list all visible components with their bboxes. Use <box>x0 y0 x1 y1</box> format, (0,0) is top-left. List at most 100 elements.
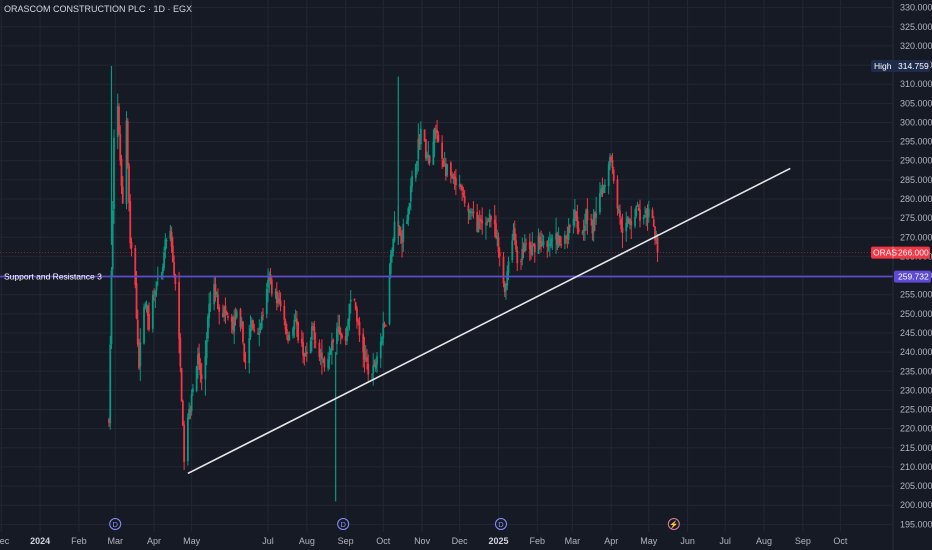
candle-body <box>364 357 367 360</box>
candle-body <box>214 283 217 296</box>
candle-body <box>460 185 462 188</box>
candle-body <box>634 216 636 226</box>
candle-body <box>477 220 480 233</box>
candle-body <box>461 186 464 191</box>
candle-body <box>409 186 412 202</box>
candle-body <box>250 320 253 328</box>
candle-body <box>383 323 386 325</box>
candle-body <box>196 354 199 365</box>
candle-body <box>146 305 149 316</box>
candle-body <box>566 234 569 239</box>
candle-body <box>240 321 243 326</box>
candle-body <box>437 134 440 142</box>
candle-body <box>242 321 244 343</box>
candle-body <box>320 352 323 359</box>
candle-body <box>607 164 610 186</box>
candle-body <box>647 208 650 217</box>
y-tick-label: 275.000 <box>900 213 932 223</box>
candle-body <box>595 213 598 218</box>
candle-body <box>302 342 304 356</box>
candle-body <box>626 218 629 223</box>
candle-body <box>188 408 191 419</box>
candle-body <box>612 169 615 181</box>
candle-body <box>576 216 579 229</box>
candle-body <box>217 294 219 309</box>
candle-body <box>119 133 122 161</box>
candle-body <box>449 162 452 176</box>
x-tick-label: Feb <box>530 536 546 546</box>
candle-body <box>144 306 147 308</box>
trendline[interactable] <box>187 167 791 475</box>
candle-body <box>629 219 631 225</box>
candle-body <box>515 239 517 250</box>
x-tick-label: Nov <box>414 536 431 546</box>
event-marker[interactable] <box>667 518 680 530</box>
candle-body <box>388 275 391 325</box>
candle-body <box>372 365 375 374</box>
event-marker[interactable] <box>109 518 122 530</box>
candle-body <box>577 228 580 232</box>
candle-body <box>419 128 422 145</box>
candle-body <box>128 165 130 203</box>
candle-body <box>116 105 119 137</box>
candle-body <box>493 219 496 225</box>
candle-body <box>108 419 110 423</box>
candle-body <box>567 225 570 240</box>
candle-body <box>620 219 623 229</box>
candle-body <box>495 223 497 238</box>
candle-body <box>546 241 549 247</box>
candle-body <box>136 319 139 345</box>
candle-body <box>190 394 193 412</box>
x-tick-label: Mar <box>565 536 581 546</box>
price-axis[interactable]: 195.000 200.000 205.000 210.000 215.000 220.0… <box>871 0 932 550</box>
candle-body <box>537 235 540 254</box>
x-tick-label: 2025 <box>488 536 508 546</box>
candle-body <box>528 242 531 250</box>
candle-body <box>234 315 237 317</box>
candle-body <box>174 274 177 284</box>
candle-body <box>594 212 596 219</box>
candle-body <box>453 176 456 180</box>
candle-body <box>232 320 234 330</box>
y-tick-label: 215.000 <box>900 443 932 453</box>
candle-body <box>646 208 649 218</box>
candle-body <box>300 338 303 344</box>
candle-body <box>636 206 639 208</box>
candle-body <box>309 340 312 354</box>
event-marker[interactable] <box>337 518 350 530</box>
candle-body <box>401 235 403 243</box>
y-tick-label: 290.000 <box>900 156 932 166</box>
time-axis[interactable]: Dec 2024 Feb Mar Apr May Jul Aug Sep Oct Nov Dec 202… <box>0 536 848 546</box>
candle-body <box>155 281 158 291</box>
candle-body <box>472 211 475 214</box>
candle-body <box>191 388 194 393</box>
candle-body <box>651 209 654 219</box>
candle-body <box>179 337 182 367</box>
candle-body <box>347 319 350 327</box>
candle-body <box>358 321 361 336</box>
candle-body <box>248 337 251 364</box>
candle-body <box>654 226 656 241</box>
candle-body <box>331 341 333 351</box>
candle-body <box>389 254 392 275</box>
candle-body <box>530 248 532 254</box>
candle-body <box>198 353 201 365</box>
candle-body <box>205 340 208 359</box>
candle-body <box>573 209 576 221</box>
candle-body <box>346 326 348 342</box>
x-tick-label: Dec <box>452 536 469 546</box>
candle-body <box>637 207 640 211</box>
candle-body <box>288 334 291 341</box>
candle-body <box>416 161 418 166</box>
y-tick-label: 195.000 <box>900 519 932 529</box>
x-tick-label: Jun <box>680 536 695 546</box>
candle-body <box>275 290 278 304</box>
candle-body <box>391 250 393 257</box>
candle-body <box>497 237 500 253</box>
candle-body <box>304 353 307 357</box>
candle-body <box>125 120 128 205</box>
candle-body <box>520 261 522 263</box>
event-marker[interactable] <box>494 518 507 530</box>
